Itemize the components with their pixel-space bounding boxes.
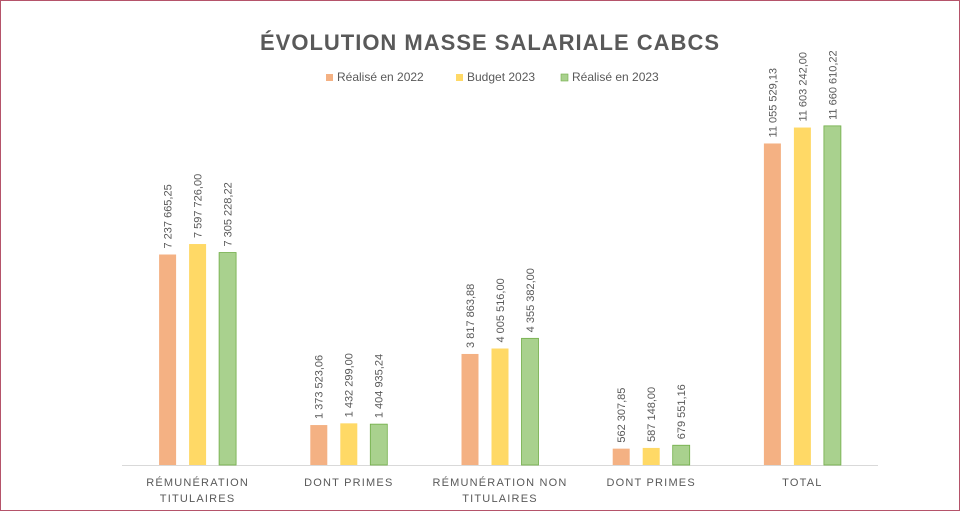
data-label: 11 055 529,13	[767, 68, 779, 138]
data-label: 7 305 228,22	[223, 182, 235, 246]
legend-swatch	[326, 74, 333, 81]
data-label: 3 817 863,88	[465, 284, 477, 348]
data-label: 1 373 523,06	[314, 355, 326, 419]
bar	[461, 353, 479, 465]
bar	[340, 423, 358, 465]
x-tick-label: DONT PRIMES	[304, 477, 394, 489]
legend-swatch	[456, 74, 463, 81]
data-label: 11 660 610,22	[827, 50, 839, 120]
bar	[369, 423, 388, 466]
bar	[763, 143, 781, 465]
data-label: 7 597 726,00	[193, 174, 205, 238]
bar	[612, 448, 630, 465]
x-tick-label: TOTAL	[782, 477, 823, 489]
data-label: 562 307,85	[616, 388, 628, 443]
bar	[823, 125, 842, 466]
data-label: 7 237 665,25	[163, 184, 175, 248]
data-label: 4 355 382,00	[525, 268, 537, 332]
bar	[672, 444, 691, 466]
bar	[521, 337, 539, 466]
data-label: 4 005 516,00	[495, 278, 507, 342]
bar	[491, 348, 509, 465]
bar	[642, 447, 660, 465]
data-label: 11 603 242,00	[797, 52, 809, 122]
data-label: 1 432 299,00	[344, 353, 356, 417]
bar	[189, 244, 207, 465]
bar	[218, 252, 237, 466]
legend-label: Réalisé en 2022	[337, 70, 424, 84]
bar	[793, 127, 811, 465]
data-label: 1 404 935,24	[374, 354, 386, 418]
x-tick-label: RÉMUNÉRATION NON TITULAIRES	[432, 477, 568, 505]
bar	[159, 254, 177, 465]
data-label: 679 551,16	[676, 384, 688, 439]
legend-label: Budget 2023	[467, 70, 535, 84]
legend-label: Réalisé en 2023	[572, 70, 659, 84]
chart-title: ÉVOLUTION MASSE SALARIALE CABCS	[260, 30, 720, 55]
legend-swatch	[560, 73, 569, 82]
bar	[310, 425, 328, 465]
x-tick-label: DONT PRIMES	[606, 477, 696, 489]
x-tick-label: RÉMUNÉRATION TITULAIRES	[146, 477, 249, 505]
data-label: 587 148,00	[646, 387, 658, 442]
